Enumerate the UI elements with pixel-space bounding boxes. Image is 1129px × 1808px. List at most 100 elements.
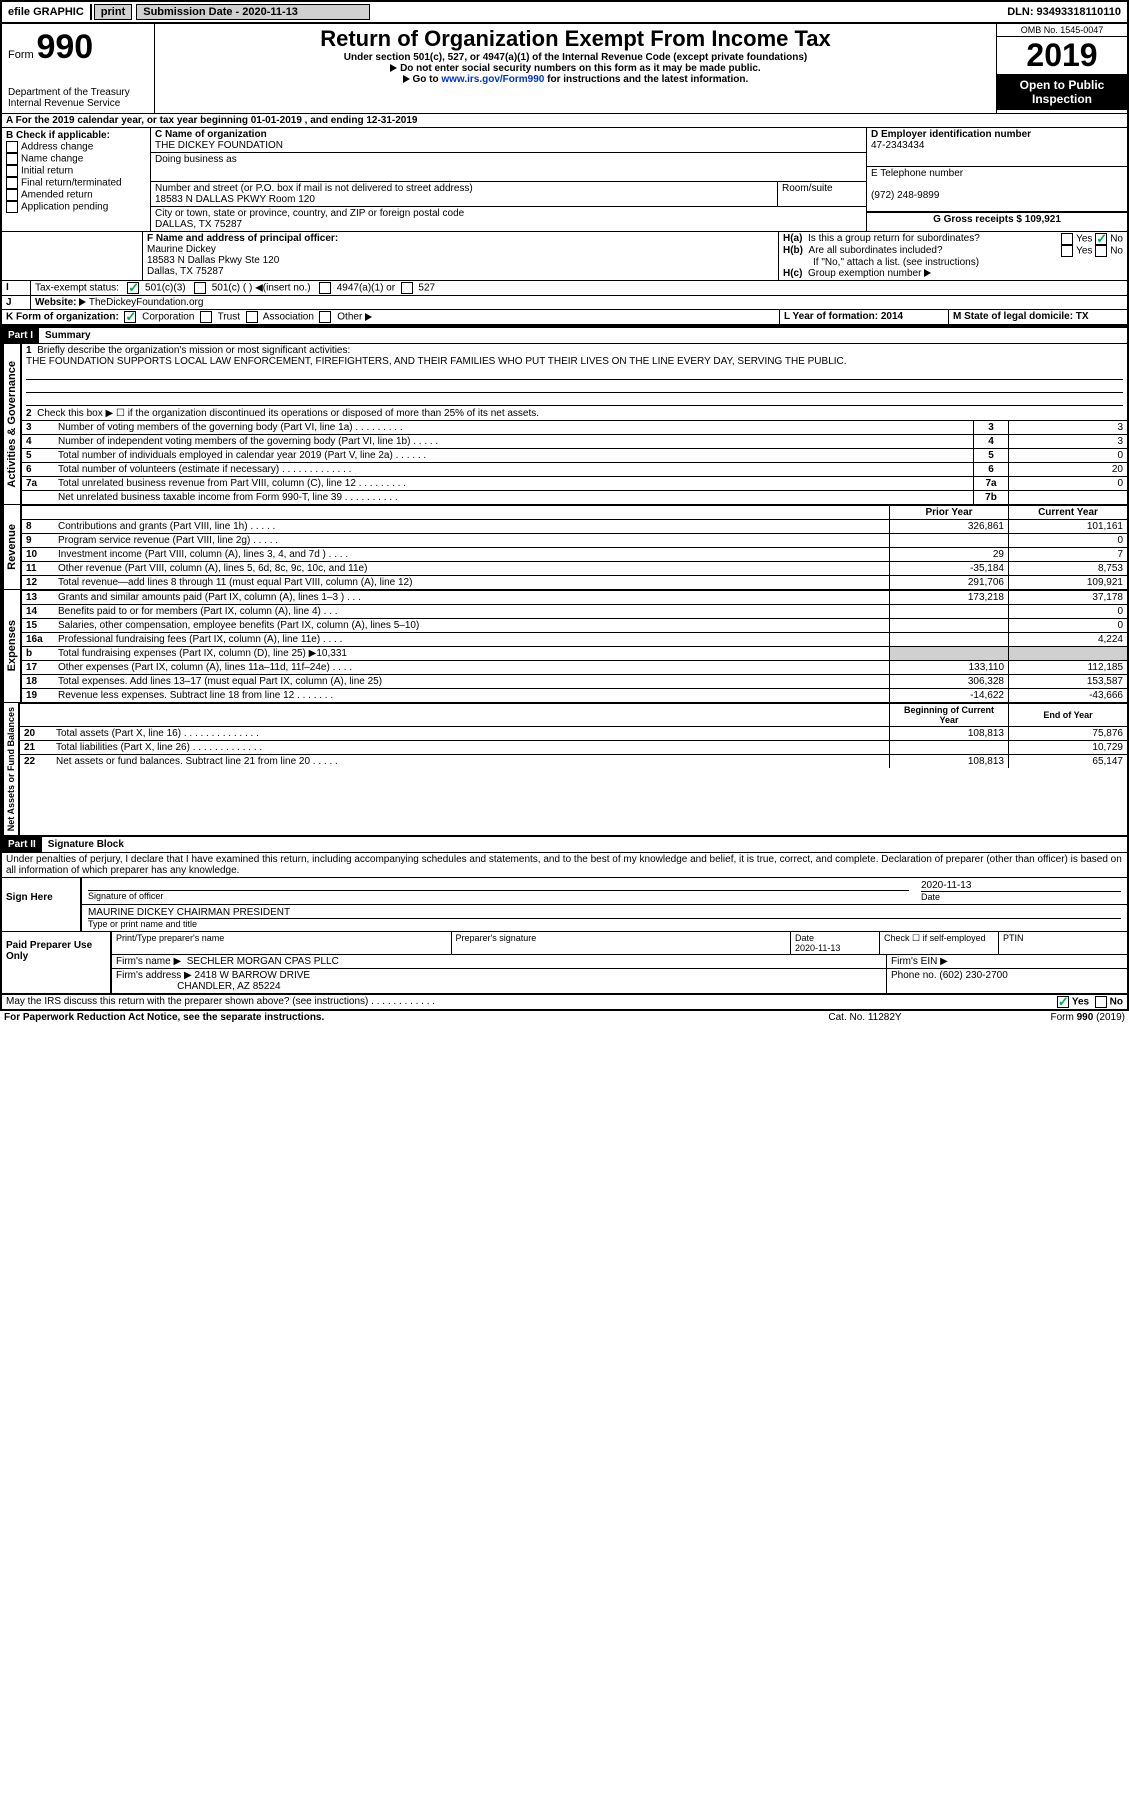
declaration-text: Under penalties of perjury, I declare th… bbox=[2, 853, 1127, 878]
dln-label: DLN: 93493318110110 bbox=[1001, 4, 1127, 20]
table-expenses: 13Grants and similar amounts paid (Part … bbox=[22, 590, 1127, 702]
name-title-label: Type or print name and title bbox=[88, 918, 1121, 929]
chk-corp[interactable] bbox=[124, 311, 136, 323]
hb-no[interactable]: No bbox=[1095, 245, 1123, 257]
part2-num: Part II bbox=[2, 837, 42, 852]
chk-final[interactable]: Final return/terminated bbox=[6, 177, 146, 189]
box-m: M State of legal domicile: TX bbox=[949, 310, 1127, 324]
chk-527[interactable] bbox=[401, 282, 413, 294]
firm-ein-label: Firm's EIN ▶ bbox=[887, 955, 1127, 968]
firm-addr1: 2418 W BARROW DRIVE bbox=[195, 970, 311, 981]
box-k-label: K Form of organization: bbox=[6, 312, 119, 323]
date-label: Date bbox=[921, 891, 1121, 902]
period-line: A For the 2019 calendar year, or tax yea… bbox=[2, 114, 1127, 128]
submission-date: Submission Date - 2020-11-13 bbox=[136, 4, 370, 20]
firm-addr2: CHANDLER, AZ 85224 bbox=[177, 981, 280, 992]
cat-no: Cat. No. 11282Y bbox=[765, 1012, 965, 1023]
expenses-block: Expenses 13Grants and similar amounts pa… bbox=[2, 589, 1127, 702]
open-public-badge: Open to Public Inspection bbox=[997, 74, 1127, 110]
title-block: Return of Organization Exempt From Incom… bbox=[155, 24, 997, 113]
box-g: G Gross receipts $ 109,921 bbox=[867, 212, 1127, 226]
prep-date: 2020-11-13 bbox=[795, 943, 840, 953]
part1-num: Part I bbox=[2, 328, 39, 343]
l1-label: Briefly describe the organization's miss… bbox=[37, 345, 350, 356]
table-governance: 3Number of voting members of the governi… bbox=[22, 420, 1127, 504]
dept-line2: Internal Revenue Service bbox=[8, 98, 148, 109]
box-b: B Check if applicable: Address change Na… bbox=[2, 128, 151, 231]
form-designation: Form 990 Department of the Treasury Inte… bbox=[2, 24, 155, 113]
chk-amended[interactable]: Amended return bbox=[6, 189, 146, 201]
print-button[interactable]: print bbox=[94, 4, 132, 20]
side-netassets: Net Assets or Fund Balances bbox=[2, 703, 20, 835]
chk-trust[interactable] bbox=[200, 311, 212, 323]
section-klm: K Form of organization: Corporation Trus… bbox=[2, 310, 1127, 326]
subtitle-1: Under section 501(c), 527, or 4947(a)(1)… bbox=[161, 52, 990, 63]
mission-text: THE FOUNDATION SUPPORTS LOCAL LAW ENFORC… bbox=[26, 356, 847, 367]
paid-preparer-label: Paid Preparer Use Only bbox=[2, 932, 110, 993]
form-word: Form bbox=[8, 49, 34, 61]
l2-text: Check this box ▶ ☐ if the organization d… bbox=[37, 408, 539, 419]
revenue-block: Revenue Prior YearCurrent Year8Contribut… bbox=[2, 504, 1127, 589]
table-netassets: Beginning of Current YearEnd of Year20To… bbox=[20, 703, 1127, 768]
chk-application[interactable]: Application pending bbox=[6, 201, 146, 213]
box-f: F Name and address of principal officer:… bbox=[143, 232, 779, 280]
ha-yes[interactable]: Yes bbox=[1061, 233, 1092, 245]
chk-other[interactable] bbox=[319, 311, 331, 323]
tax-year: 2019 bbox=[997, 37, 1127, 74]
chk-501c3[interactable] bbox=[127, 282, 139, 294]
chk-name[interactable]: Name change bbox=[6, 153, 146, 165]
form-title: Return of Organization Exempt From Incom… bbox=[161, 26, 990, 52]
self-emp-label: Check ☐ if self-employed bbox=[880, 932, 999, 954]
box-deg: D Employer identification number 47-2343… bbox=[867, 128, 1127, 231]
chk-4947[interactable] bbox=[319, 282, 331, 294]
omb-number: OMB No. 1545-0047 bbox=[997, 24, 1127, 37]
ein-value: 47-2343434 bbox=[871, 140, 924, 151]
hb-yes[interactable]: Yes bbox=[1061, 245, 1092, 257]
ptin-label: PTIN bbox=[999, 932, 1127, 954]
efile-label: efile GRAPHIC bbox=[2, 4, 92, 20]
box-d-label: D Employer identification number bbox=[871, 129, 1031, 140]
box-c-label: C Name of organization bbox=[155, 129, 267, 140]
box-b-label: B Check if applicable: bbox=[6, 130, 146, 141]
part2-bar: Part II Signature Block bbox=[2, 835, 1127, 853]
pra-notice: For Paperwork Reduction Act Notice, see … bbox=[4, 1012, 765, 1023]
officer-city: Dallas, TX 75287 bbox=[147, 266, 224, 277]
dept-line1: Department of the Treasury bbox=[8, 87, 148, 98]
side-expenses: Expenses bbox=[2, 590, 22, 702]
section-bcdeg: B Check if applicable: Address change Na… bbox=[2, 128, 1127, 232]
form-ref: Form 990 (2019) bbox=[965, 1012, 1125, 1023]
table-revenue: Prior YearCurrent Year8Contributions and… bbox=[22, 505, 1127, 589]
box-f-label: F Name and address of principal officer: bbox=[147, 233, 338, 244]
form-number: 990 bbox=[36, 28, 93, 66]
part1-title: Summary bbox=[39, 328, 97, 343]
discuss-row: May the IRS discuss this return with the… bbox=[2, 995, 1127, 1009]
subtitle-3: Go to www.irs.gov/Form990 for instructio… bbox=[161, 74, 990, 85]
chk-assoc[interactable] bbox=[246, 311, 258, 323]
paid-preparer-block: Paid Preparer Use Only Print/Type prepar… bbox=[2, 932, 1127, 995]
ha-no[interactable]: No bbox=[1095, 233, 1123, 245]
box-c: C Name of organization THE DICKEY FOUNDA… bbox=[151, 128, 867, 231]
officer-printed-name: MAURINE DICKEY CHAIRMAN PRESIDENT bbox=[88, 907, 1121, 918]
chk-initial[interactable]: Initial return bbox=[6, 165, 146, 177]
irs-link[interactable]: www.irs.gov/Form990 bbox=[441, 74, 544, 85]
officer-name: Maurine Dickey bbox=[147, 244, 216, 255]
prep-sig-label: Preparer's signature bbox=[452, 932, 792, 954]
box-l: L Year of formation: 2014 bbox=[780, 310, 949, 324]
room-suite-label: Room/suite bbox=[778, 182, 866, 206]
form-container: efile GRAPHIC print Submission Date - 20… bbox=[0, 0, 1129, 1011]
discuss-no[interactable]: No bbox=[1095, 996, 1123, 1008]
side-activities: Activities & Governance bbox=[2, 344, 22, 504]
chk-address[interactable]: Address change bbox=[6, 141, 146, 153]
org-name: THE DICKEY FOUNDATION bbox=[155, 140, 283, 151]
phone-value: (972) 248-9899 bbox=[871, 190, 939, 201]
subtitle-2: Do not enter social security numbers on … bbox=[161, 63, 990, 74]
section-i: I Tax-exempt status: 501(c)(3) 501(c) ( … bbox=[2, 281, 1127, 296]
discuss-yes[interactable]: Yes bbox=[1057, 996, 1089, 1008]
officer-sig-label: Signature of officer bbox=[88, 890, 909, 901]
city-label: City or town, state or province, country… bbox=[155, 208, 464, 219]
header-row: Form 990 Department of the Treasury Inte… bbox=[2, 24, 1127, 114]
street-value: 18583 N DALLAS PKWY Room 120 bbox=[155, 194, 315, 205]
chk-501c[interactable] bbox=[194, 282, 206, 294]
part2-title: Signature Block bbox=[42, 837, 130, 852]
dba-label: Doing business as bbox=[155, 154, 237, 165]
